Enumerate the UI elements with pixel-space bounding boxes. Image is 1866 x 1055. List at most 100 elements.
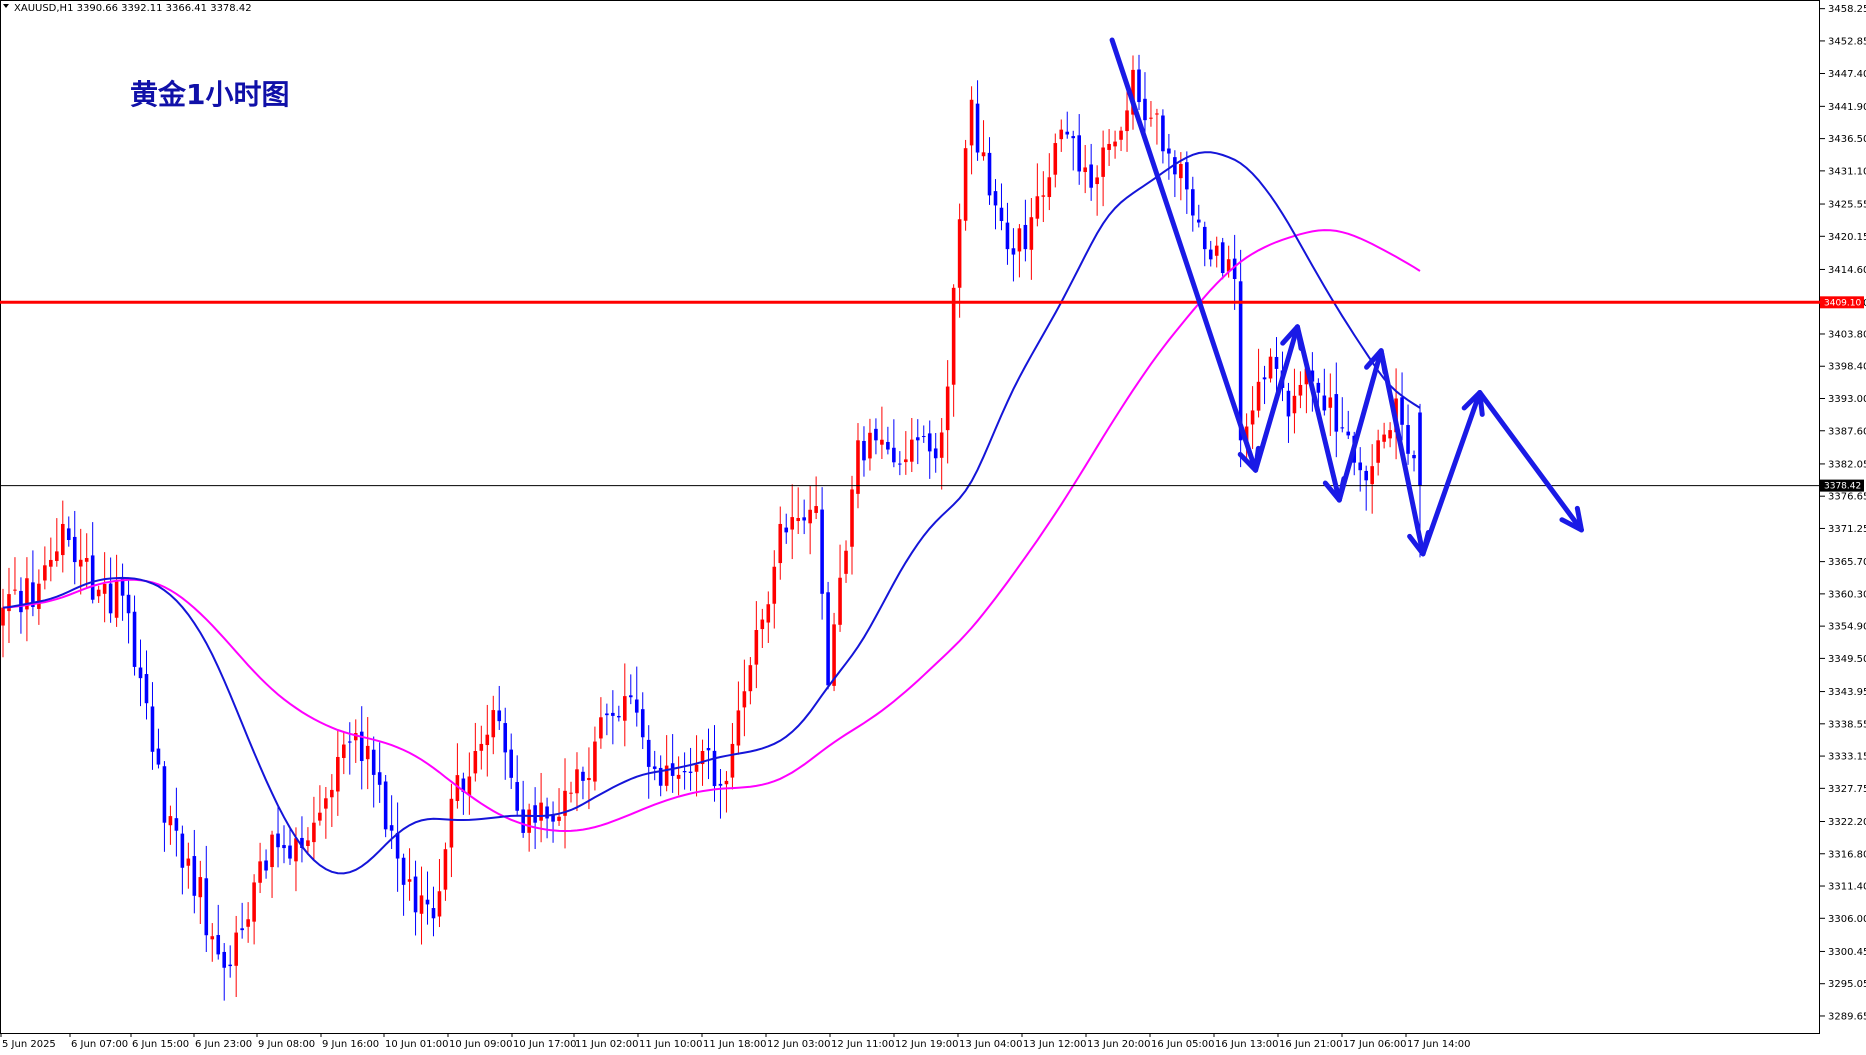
candle-body: [1274, 356, 1279, 369]
candle: [945, 360, 950, 464]
candle-body: [748, 665, 753, 692]
candle-body: [951, 287, 956, 385]
candle-body: [240, 928, 244, 931]
candle: [1256, 348, 1261, 418]
candle-body: [282, 845, 286, 849]
candle: [1388, 422, 1392, 448]
forecast-arrow-segment: [1336, 348, 1384, 503]
y-tick-label: 3289.65: [1828, 1011, 1866, 1022]
candle-body: [987, 152, 992, 196]
forecast-arrow-segment: [1294, 324, 1342, 503]
x-tick-label: 6 Jun 23:00: [195, 1039, 252, 1050]
candle-body: [1125, 110, 1129, 132]
candle: [347, 722, 352, 775]
candle: [808, 485, 812, 555]
candle-body: [640, 709, 645, 738]
candle: [198, 860, 203, 924]
candle: [401, 853, 406, 916]
candle: [1137, 54, 1141, 111]
candle: [844, 540, 848, 583]
candle-body: [1185, 162, 1189, 190]
x-tick-label: 9 Jun 16:00: [322, 1039, 379, 1050]
forecast-arrows: [1109, 37, 1584, 557]
candle-body: [306, 840, 310, 846]
candle: [545, 797, 549, 839]
candle: [587, 747, 591, 810]
candle-body: [449, 798, 454, 848]
candle-body: [1298, 384, 1303, 396]
candle-body: [826, 592, 830, 686]
candle: [1173, 150, 1177, 198]
candle-body: [963, 148, 968, 221]
candle: [1035, 163, 1040, 227]
candle-body: [294, 838, 298, 862]
candle: [856, 423, 860, 509]
candle: [1, 588, 5, 658]
candle: [216, 904, 221, 960]
candle-body: [1328, 397, 1333, 408]
y-tick-label: 3458.25: [1828, 4, 1866, 15]
candle: [754, 601, 759, 689]
candle-body: [413, 876, 418, 913]
candle-body: [84, 558, 89, 562]
candle: [1071, 130, 1076, 171]
candle-body: [587, 777, 591, 781]
candle-body: [981, 152, 986, 157]
ma-slow-line: [2, 229, 1421, 833]
candle-body: [96, 589, 101, 597]
candle: [1370, 444, 1374, 514]
candle: [359, 706, 364, 790]
candle-body: [682, 771, 687, 773]
dropdown-triangle-icon[interactable]: [3, 4, 9, 8]
candle: [246, 902, 250, 943]
candle: [318, 785, 322, 826]
candle-body: [533, 805, 537, 823]
candle: [981, 120, 986, 161]
candle: [66, 516, 71, 547]
candle: [921, 425, 926, 443]
candle: [760, 608, 765, 648]
candle-body: [312, 822, 316, 843]
candle: [72, 510, 77, 585]
candle-body: [1244, 426, 1249, 444]
y-tick-label: 3414.60: [1828, 265, 1866, 276]
candle: [1268, 348, 1273, 383]
candle-body: [527, 809, 531, 833]
candle: [736, 681, 741, 755]
candle-body: [425, 899, 430, 905]
candle-body: [521, 809, 525, 833]
candle-body: [1095, 177, 1099, 185]
candle-body: [66, 528, 71, 541]
candle: [300, 816, 304, 863]
forecast-arrow-segment: [1109, 37, 1259, 473]
candle: [55, 518, 59, 567]
candle-body: [1071, 136, 1076, 139]
candle: [192, 829, 197, 914]
candle: [114, 554, 119, 627]
candle-body: [455, 775, 460, 801]
candle: [605, 703, 609, 736]
candle-body: [1035, 196, 1040, 219]
candle-body: [467, 776, 472, 796]
candle: [1155, 108, 1159, 145]
candle: [365, 717, 370, 790]
candle-body: [1059, 129, 1064, 140]
candle-body: [288, 845, 292, 859]
y-tick-label: 3403.80: [1828, 329, 1866, 340]
plot-frame: [0, 0, 1820, 1034]
candle: [467, 752, 472, 815]
candle-body: [802, 517, 806, 521]
candle: [718, 768, 723, 819]
candle-body: [664, 765, 669, 786]
candle-body: [300, 837, 304, 849]
y-tick-label: 3431.10: [1828, 166, 1866, 177]
candle: [1017, 224, 1022, 278]
candle-body: [921, 436, 926, 438]
candle-body: [132, 611, 137, 667]
candle-body: [324, 798, 328, 809]
candle: [31, 550, 35, 617]
candle: [617, 705, 621, 722]
y-tick-label: 3371.25: [1828, 524, 1866, 535]
candle-body: [634, 699, 639, 713]
candle: [13, 557, 17, 595]
